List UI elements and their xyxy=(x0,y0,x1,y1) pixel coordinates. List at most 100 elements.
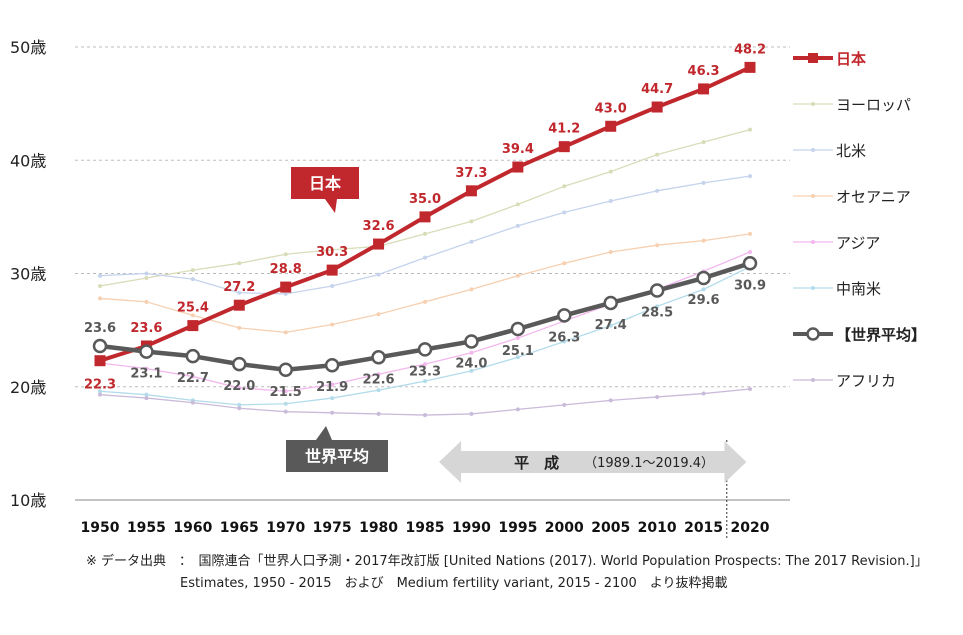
y-tick-label: 30歳 xyxy=(10,265,46,284)
data-point xyxy=(608,169,613,174)
legend-marker xyxy=(811,194,815,198)
data-point xyxy=(423,231,427,236)
data-point xyxy=(423,255,427,260)
data-label: 41.2 xyxy=(548,122,580,137)
data-point xyxy=(515,223,520,228)
data-point xyxy=(515,202,520,207)
legend-label: 中南米 xyxy=(836,280,881,298)
data-point xyxy=(376,411,381,416)
x-tick-label: 1980 xyxy=(359,520,398,536)
data-point xyxy=(515,336,520,341)
data-point xyxy=(605,120,617,132)
data-point xyxy=(748,387,752,392)
data-point xyxy=(423,362,427,367)
y-axis-ticks: 10歳 20歳 30歳 40歳 50歳 xyxy=(10,38,46,510)
data-point xyxy=(280,281,292,293)
legend-label: オセアニア xyxy=(836,188,911,206)
legend-label: アジア xyxy=(836,234,880,252)
data-point xyxy=(330,396,335,401)
data-point xyxy=(94,355,106,367)
data-point xyxy=(423,299,427,304)
legend-label: 【世界平均】 xyxy=(836,326,926,344)
data-point xyxy=(465,185,477,197)
data-point xyxy=(469,368,474,373)
data-point xyxy=(330,322,335,327)
data-point xyxy=(237,325,242,330)
data-point xyxy=(748,127,752,132)
data-label: 29.6 xyxy=(688,293,720,308)
data-point xyxy=(144,271,149,276)
data-label: 23.1 xyxy=(130,367,162,382)
data-point xyxy=(144,276,149,281)
data-point xyxy=(608,249,613,254)
data-label: 22.0 xyxy=(223,379,255,394)
legend-marker xyxy=(806,327,820,341)
data-label: 22.3 xyxy=(84,378,116,393)
data-point xyxy=(469,350,474,355)
data-point xyxy=(190,374,195,379)
data-point xyxy=(330,410,335,415)
x-tick-label: 1990 xyxy=(452,520,491,536)
data-label: 30.9 xyxy=(734,278,766,293)
data-point xyxy=(651,101,663,113)
legend-marker xyxy=(811,286,815,290)
data-point xyxy=(423,379,427,384)
data-point xyxy=(515,273,520,278)
data-label: 37.3 xyxy=(455,166,487,181)
data-point xyxy=(748,231,752,236)
data-point xyxy=(324,357,340,373)
japan-callout-box xyxy=(291,167,359,199)
data-point xyxy=(237,406,242,411)
data-label: 43.0 xyxy=(595,101,627,116)
data-label: 22.6 xyxy=(363,372,395,387)
median-age-chart: 10歳 20歳 30歳 40歳 50歳 1950 1955 1960 1965 1970 1975… xyxy=(10,38,926,540)
data-point xyxy=(562,261,567,266)
data-point xyxy=(144,392,149,397)
data-point xyxy=(562,210,567,215)
data-point xyxy=(371,350,386,365)
legend-label: 北米 xyxy=(836,142,866,160)
data-point xyxy=(701,391,706,396)
data-point xyxy=(283,330,288,335)
data-label: 23.6 xyxy=(84,321,116,336)
data-point xyxy=(283,252,288,257)
x-axis-ticks: 1950 1955 1960 1965 1970 1975 1980 1985 1990 1995… xyxy=(81,520,770,536)
series-line xyxy=(99,129,751,287)
x-tick-label: 1975 xyxy=(313,520,352,536)
data-point xyxy=(557,308,572,323)
series-line xyxy=(99,388,751,416)
data-point xyxy=(649,283,665,298)
data-point xyxy=(469,239,474,244)
world-callout-pointer xyxy=(316,426,332,440)
data-label: 28.5 xyxy=(641,305,673,320)
heisei-era-arrow: 平 成 （1989.1～2019.4） xyxy=(439,441,747,483)
x-tick-label: 2010 xyxy=(638,520,677,536)
data-label: 35.0 xyxy=(409,192,441,207)
data-label: 21.9 xyxy=(316,380,348,395)
data-point xyxy=(376,312,381,317)
era-range: （1989.1～2019.4） xyxy=(584,456,714,471)
data-point xyxy=(237,402,242,407)
data-point xyxy=(558,141,570,153)
x-tick-label: 1955 xyxy=(127,520,166,536)
data-labels: 22.3 23.6 25.4 27.2 28.8 30.3 32.6 35.0 37.3 39.4… xyxy=(84,42,766,399)
data-point xyxy=(283,401,288,406)
data-point xyxy=(376,388,381,393)
data-label: 24.0 xyxy=(455,356,487,371)
data-point xyxy=(190,313,195,318)
x-tick-label: 1965 xyxy=(220,520,259,536)
data-point xyxy=(423,413,427,418)
data-point xyxy=(510,321,526,337)
data-point xyxy=(655,304,660,309)
data-label: 27.4 xyxy=(595,318,627,333)
data-label: 32.6 xyxy=(363,219,395,234)
data-point xyxy=(98,389,102,394)
data-label: 25.1 xyxy=(502,344,534,359)
data-point xyxy=(655,394,660,399)
data-point xyxy=(562,184,567,189)
x-tick-label: 2005 xyxy=(591,520,630,536)
data-label: 23.3 xyxy=(409,364,441,379)
data-point xyxy=(512,161,524,173)
x-tick-label: 2015 xyxy=(684,520,723,536)
legend-label: ヨーロッパ xyxy=(836,96,911,114)
